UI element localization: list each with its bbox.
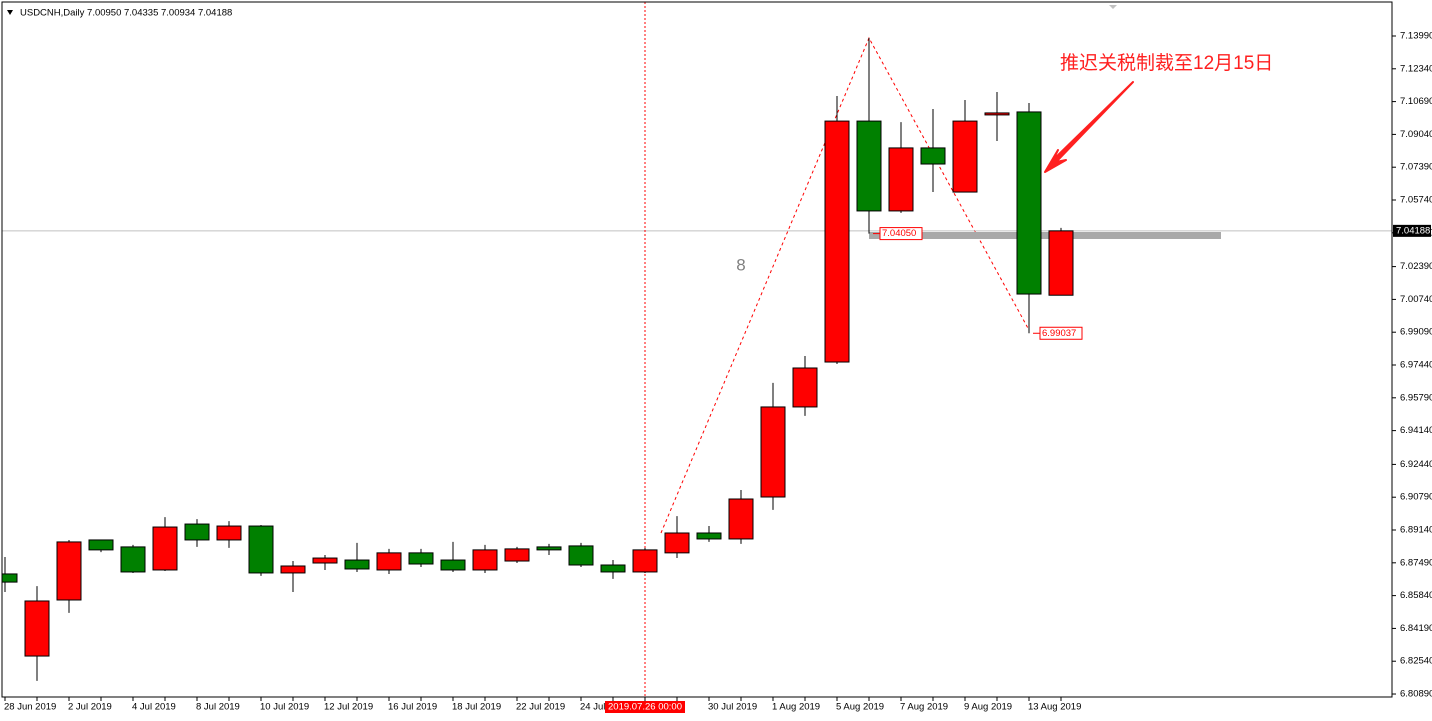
x-tick-label: 8 Jul 2019 [196, 702, 240, 713]
candle-body [504, 548, 530, 562]
candle-body [984, 112, 1010, 116]
y-tick-label: 7.05740 [1400, 195, 1432, 206]
crosshair-label-box [605, 701, 685, 713]
y-tick-label: 7.10690 [1400, 96, 1432, 107]
candle-body [632, 549, 658, 573]
candle-body [856, 120, 882, 212]
x-tick-label: 12 Jul 2019 [324, 702, 373, 713]
plot-frame [1, 1, 1393, 698]
candle-body [344, 559, 370, 570]
candle-body [760, 406, 786, 498]
candle-body [472, 549, 498, 571]
annotation: 推迟关税制裁至12月15日 [1060, 52, 1273, 74]
x-tick-label: 9 Aug 2019 [964, 702, 1012, 713]
candle-body [248, 525, 274, 574]
candle-body [280, 565, 306, 574]
y-tick-label: 6.92440 [1400, 459, 1432, 470]
price-label-box [879, 227, 923, 241]
candle-body [152, 526, 178, 571]
candle-body [120, 546, 146, 573]
candle-body [216, 525, 242, 541]
annotation-arrow [1044, 81, 1134, 173]
candle-body [312, 557, 338, 564]
candle-body [1016, 111, 1042, 295]
x-tick-label: 28 Jun 2019 [4, 702, 56, 713]
y-tick-label: 7.00740 [1400, 294, 1432, 305]
chart-title: USDCNH,Daily 7.00950 7.04335 7.00934 7.0… [20, 8, 232, 19]
candle-body [824, 120, 850, 363]
y-tick-label: 6.80890 [1400, 689, 1432, 700]
y-tick-label: 6.84190 [1400, 623, 1432, 634]
menu-arrow[interactable] [7, 10, 13, 15]
y-tick-label: 7.02390 [1400, 261, 1432, 272]
y-tick-label: 6.99090 [1400, 327, 1432, 338]
candle-body [792, 367, 818, 408]
candle-body [920, 147, 946, 165]
candle-body [600, 564, 626, 573]
y-tick-label: 7.13990 [1400, 31, 1432, 42]
x-tick-label: 22 Jul 2019 [516, 702, 565, 713]
y-tick-label: 6.85840 [1400, 590, 1432, 601]
x-tick-label: 18 Jul 2019 [452, 702, 501, 713]
candle-body [536, 546, 562, 551]
x-tick-label: 1 Aug 2019 [772, 702, 820, 713]
y-tick-label: 7.09040 [1400, 129, 1432, 140]
price-label: 7.04050 [882, 228, 916, 239]
wave-label: 8 [736, 255, 745, 274]
candle-body [184, 523, 210, 541]
candle-body [696, 532, 722, 540]
current-price-box [1393, 224, 1431, 237]
price-label: 6.99037 [1042, 328, 1076, 339]
x-tick-label: 30 Jul 2019 [708, 702, 757, 713]
plot-area [2, 2, 1392, 697]
candle-body [376, 552, 402, 571]
candle-body [568, 545, 594, 566]
y-tick-label: 7.07390 [1400, 162, 1432, 173]
candle-body [1048, 230, 1074, 296]
x-tick-label: 16 Jul 2019 [388, 702, 437, 713]
y-tick-label: 6.94140 [1400, 425, 1432, 436]
candle-body [408, 552, 434, 565]
candle-body [952, 120, 978, 193]
x-tick-label: 5 Aug 2019 [836, 702, 884, 713]
y-tick-label: 6.97440 [1400, 360, 1432, 371]
level-zone [869, 232, 1221, 239]
y-tick-label: 6.90790 [1400, 492, 1432, 503]
candle-body [24, 600, 50, 657]
candle-body [2, 573, 18, 583]
crosshair-label: 2019.07.26 00:00 [608, 702, 682, 713]
y-tick-label: 6.87490 [1400, 557, 1432, 568]
candle-body [88, 539, 114, 551]
price-label-box [1039, 326, 1083, 340]
x-tick-label: 13 Aug 2019 [1028, 702, 1081, 713]
y-tick-label: 6.89140 [1400, 525, 1432, 536]
candle-body [728, 498, 754, 540]
candle-body [888, 147, 914, 212]
shift-marker [1109, 5, 1117, 9]
candle-body [664, 532, 690, 554]
y-tick-label: 6.95790 [1400, 392, 1432, 403]
candle-body [56, 541, 82, 601]
x-tick-label: 10 Jul 2019 [260, 702, 309, 713]
x-tick-label: 4 Jul 2019 [132, 702, 176, 713]
current-price-label: 7.04188 [1396, 225, 1430, 236]
y-tick-label: 7.12340 [1400, 63, 1432, 74]
x-tick-label: 24 Jul 2019 [580, 702, 629, 713]
y-tick-label: 6.82540 [1400, 656, 1432, 667]
candle-body [440, 559, 466, 571]
x-tick-label: 2 Jul 2019 [68, 702, 112, 713]
x-tick-label: 7 Aug 2019 [900, 702, 948, 713]
